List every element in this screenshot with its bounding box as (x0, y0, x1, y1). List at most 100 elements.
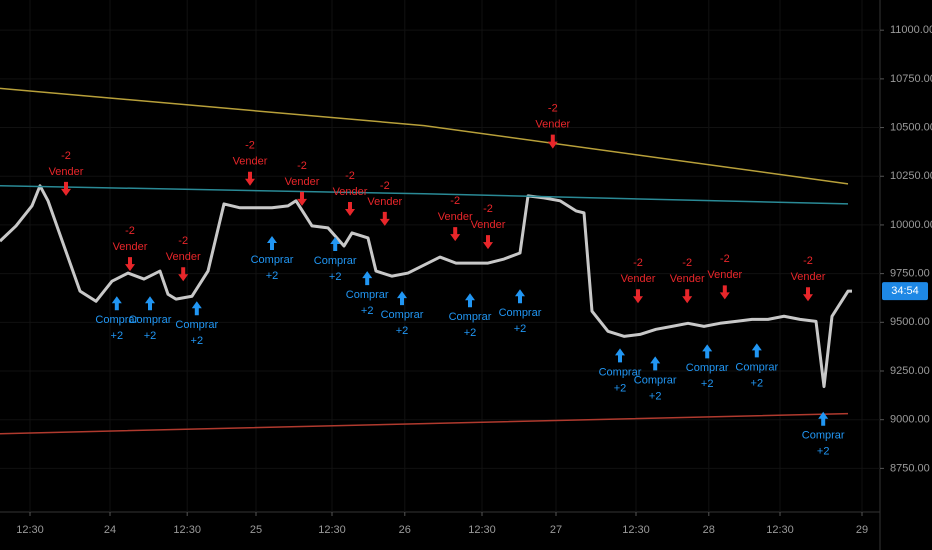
sell-arrow (297, 191, 307, 206)
sell-label: Vender (471, 219, 506, 231)
buy-label: Comprar (686, 362, 729, 374)
sell-label: Vender (670, 273, 705, 285)
buy-label: Comprar (251, 254, 294, 266)
sell-label: Vender (285, 176, 320, 188)
sell-label: Vender (791, 271, 826, 283)
sell-qty: -2 (720, 253, 730, 265)
price-tag (882, 282, 928, 301)
y-tick-label: 9750.00 (890, 268, 930, 280)
buy-arrow (615, 348, 625, 363)
y-tick-label: 9500.00 (890, 316, 930, 328)
buy-label: Comprar (499, 307, 542, 319)
sell-qty: -2 (380, 180, 390, 192)
buy-arrow (751, 343, 762, 358)
buy-qty: +2 (361, 305, 374, 317)
buy-label: Comprar (634, 374, 677, 386)
countdown: 34:54 (891, 285, 919, 297)
x-tick-label: 12:30 (622, 524, 650, 536)
series-line (0, 87, 849, 185)
sell-arrow (803, 287, 813, 302)
sell-arrow (245, 171, 255, 186)
sell-arrow (379, 211, 390, 226)
x-tick-label: 26 (399, 524, 411, 536)
buy-qty: +2 (191, 335, 204, 347)
buy-label: Comprar (95, 314, 138, 326)
sell-label: Vender (367, 196, 402, 208)
buy-arrow (397, 291, 407, 306)
sell-arrow (345, 201, 355, 216)
sell-qty: -2 (245, 140, 255, 152)
sell-qty: -2 (297, 160, 307, 172)
y-tick-label: 10000.00 (890, 219, 932, 231)
sell-qty: -2 (178, 235, 188, 247)
sell-qty: -2 (633, 257, 643, 269)
sell-qty: -2 (345, 170, 355, 182)
sell-arrow (61, 181, 71, 196)
sell-label: Vender (113, 241, 148, 253)
buy-qty: +2 (464, 327, 477, 339)
buy-arrow (515, 289, 525, 304)
x-tick-label: 12:30 (173, 524, 201, 536)
buy-arrow (191, 301, 202, 316)
buy-arrow (818, 411, 829, 426)
y-tick-label: 11000.00 (890, 24, 932, 36)
buy-qty: +2 (111, 330, 124, 342)
sell-label: Vender (333, 186, 368, 198)
buy-qty: +2 (614, 382, 627, 394)
x-tick-label: 27 (550, 524, 562, 536)
sell-label: Vender (166, 251, 201, 263)
series-line (0, 184, 852, 389)
buy-qty: +2 (396, 325, 409, 337)
buy-qty: +2 (329, 271, 342, 283)
sell-qty: -2 (450, 195, 460, 207)
buy-label: Comprar (599, 366, 642, 378)
x-tick-label: 24 (104, 524, 116, 536)
buy-arrow (362, 271, 373, 286)
buy-arrow (330, 237, 341, 252)
x-tick-label: 12:30 (318, 524, 346, 536)
x-tick-label: 28 (703, 524, 715, 536)
buy-qty: +2 (514, 323, 527, 335)
buy-arrow (650, 356, 661, 371)
sell-label: Vender (438, 211, 473, 223)
sell-qty: -2 (125, 225, 135, 237)
buy-arrow (267, 236, 277, 251)
x-tick-label: 12:30 (16, 524, 44, 536)
y-tick-label: 10750.00 (890, 73, 932, 85)
sell-label: Vender (707, 269, 742, 281)
buy-qty: +2 (701, 378, 714, 390)
buy-arrow (465, 293, 475, 308)
y-tick-label: 10250.00 (890, 170, 932, 182)
x-tick-label: 29 (856, 524, 868, 536)
sell-arrow (125, 257, 135, 272)
sell-arrow (719, 285, 730, 300)
sell-qty: -2 (548, 103, 558, 115)
y-tick-label: 10500.00 (890, 121, 932, 133)
buy-arrow (145, 296, 155, 311)
y-tick-label: 8750.00 (890, 462, 930, 474)
buy-label: Comprar (175, 319, 218, 331)
buy-label: Comprar (346, 289, 389, 301)
sell-arrow (178, 267, 189, 282)
sell-label: Vender (49, 166, 84, 178)
sell-qty: -2 (61, 150, 71, 162)
buy-qty: +2 (649, 390, 662, 402)
sell-qty: -2 (483, 203, 493, 215)
buy-label: Comprar (129, 314, 172, 326)
sell-label: Vender (535, 119, 570, 131)
series-line (0, 185, 849, 205)
sell-arrow (450, 227, 461, 242)
buy-label: Comprar (802, 430, 845, 442)
buy-arrow (702, 344, 713, 359)
sell-qty: -2 (803, 255, 813, 267)
sell-qty: -2 (682, 257, 692, 269)
buy-arrow (111, 296, 122, 311)
buy-qty: +2 (751, 377, 764, 389)
sell-label: Vender (233, 156, 268, 168)
buy-label: Comprar (735, 361, 778, 373)
series-line (0, 412, 849, 435)
buy-qty: +2 (144, 330, 157, 342)
sell-arrow (633, 289, 643, 304)
sell-label: Vender (621, 273, 656, 285)
